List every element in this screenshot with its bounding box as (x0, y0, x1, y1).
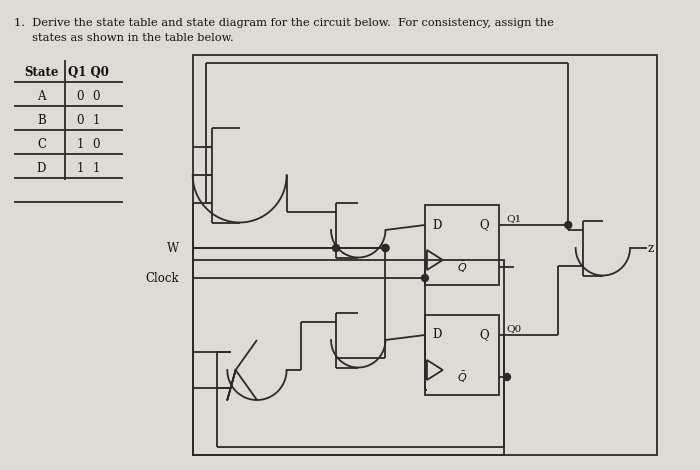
Bar (425, 315, 499, 395)
Text: D: D (432, 329, 442, 342)
Text: z: z (648, 242, 654, 254)
Text: 0: 0 (92, 89, 99, 102)
Text: 0: 0 (76, 89, 84, 102)
Text: Q: Q (480, 329, 489, 342)
Circle shape (382, 244, 389, 251)
Text: 1.  Derive the state table and state diagram for the circuit below.  For consist: 1. Derive the state table and state diag… (14, 18, 554, 28)
Bar (193, 260, 504, 455)
Text: 1: 1 (76, 162, 84, 174)
Text: Clock: Clock (145, 272, 179, 284)
Text: A: A (37, 89, 46, 102)
Text: 1: 1 (92, 162, 99, 174)
Text: 1: 1 (92, 113, 99, 126)
Circle shape (565, 221, 572, 228)
Text: State: State (25, 65, 59, 78)
Circle shape (503, 374, 510, 381)
Bar (193, 55, 657, 455)
Text: D: D (432, 219, 442, 232)
Bar (425, 205, 499, 285)
Text: D: D (37, 162, 46, 174)
Text: W: W (167, 242, 179, 254)
Text: B: B (37, 113, 46, 126)
Text: 1: 1 (76, 138, 84, 150)
Text: 0: 0 (76, 113, 84, 126)
Text: Q1 Q0: Q1 Q0 (67, 65, 108, 78)
Text: states as shown in the table below.: states as shown in the table below. (14, 33, 234, 43)
Circle shape (332, 244, 340, 251)
Text: C: C (37, 138, 46, 150)
Text: Q: Q (480, 219, 489, 232)
Text: Q1: Q1 (506, 214, 522, 224)
Text: $\bar{Q}$: $\bar{Q}$ (457, 259, 468, 274)
Circle shape (421, 274, 428, 282)
Text: $\bar{Q}$: $\bar{Q}$ (457, 369, 468, 384)
Text: Q0: Q0 (506, 324, 522, 334)
Text: 0: 0 (92, 138, 99, 150)
Circle shape (382, 244, 389, 251)
